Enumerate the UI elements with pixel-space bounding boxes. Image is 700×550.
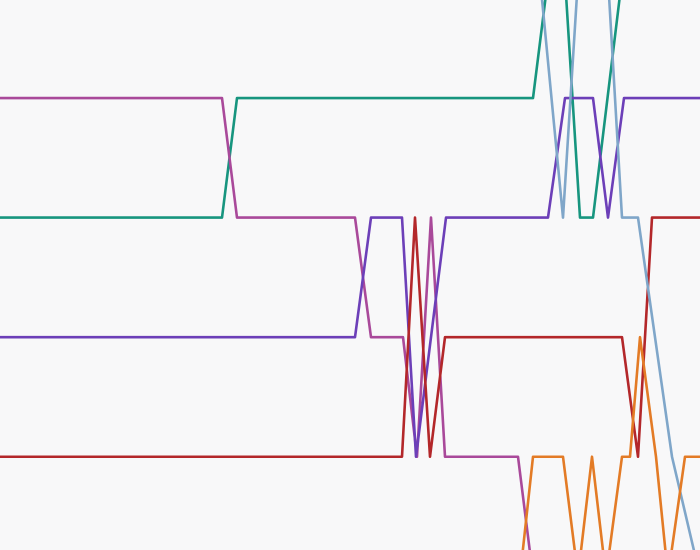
series-line [0, 96, 532, 550]
series-line [0, 96, 700, 459]
series-line [0, 0, 621, 219]
series-line [521, 335, 700, 550]
series-line [540, 0, 696, 550]
series-line [0, 216, 700, 459]
